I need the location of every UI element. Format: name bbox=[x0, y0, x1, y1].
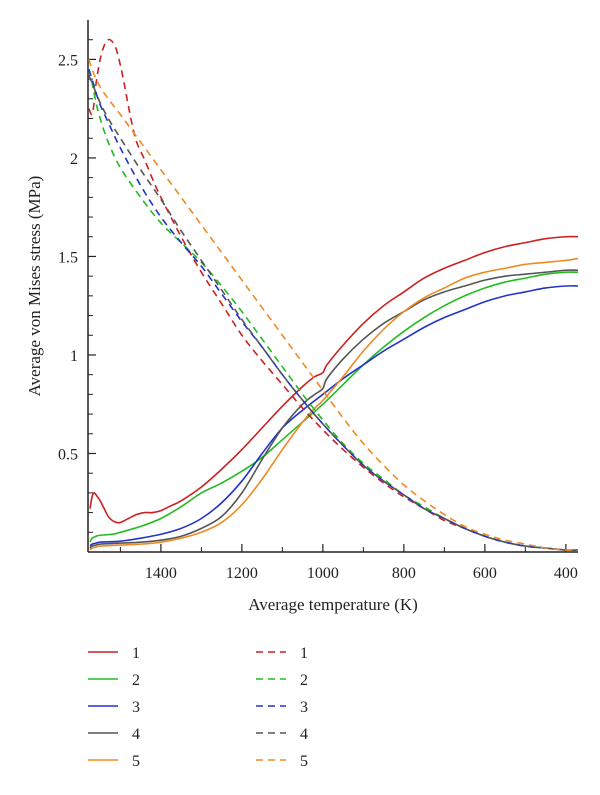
legend-label-dashed-4: 4 bbox=[300, 726, 308, 743]
series-line-dashed-3 bbox=[88, 69, 579, 551]
series-line-dashed-5 bbox=[88, 59, 579, 551]
y-tick-label: 2.5 bbox=[58, 52, 78, 69]
x-tick-label: 1400 bbox=[145, 565, 177, 582]
legend: 1 2 3 4 5 1 2 3 4 5 bbox=[88, 645, 308, 770]
series-line-solid-5 bbox=[89, 257, 579, 551]
series-layer bbox=[88, 38, 579, 551]
x-tick-label: 800 bbox=[392, 565, 416, 582]
y-tick-label: 1.5 bbox=[58, 249, 78, 266]
ticks: 1400 1200 1000 800 600 400 0.5 1 1.5 2 2.5 bbox=[58, 39, 578, 582]
series-line-solid-1 bbox=[89, 235, 579, 524]
legend-label-dashed-2: 2 bbox=[300, 672, 308, 689]
series-line-solid-4 bbox=[89, 269, 579, 549]
x-tick-label: 400 bbox=[554, 565, 578, 582]
legend-label-solid-1: 1 bbox=[132, 645, 140, 662]
x-tick-label: 1200 bbox=[226, 565, 258, 582]
legend-label-solid-2: 2 bbox=[132, 672, 140, 689]
legend-label-solid-3: 3 bbox=[132, 699, 140, 716]
x-tick-label: 600 bbox=[473, 565, 497, 582]
y-axis-title: Average von Mises stress (MPa) bbox=[25, 176, 44, 397]
axes bbox=[87, 20, 578, 553]
legend-label-dashed-1: 1 bbox=[300, 645, 308, 662]
series-line-solid-3 bbox=[89, 285, 579, 547]
y-tick-label: 2 bbox=[70, 151, 78, 168]
series-line-dashed-1 bbox=[88, 38, 579, 551]
series-line-dashed-4 bbox=[88, 74, 579, 551]
legend-label-dashed-3: 3 bbox=[300, 699, 308, 716]
legend-label-solid-5: 5 bbox=[132, 753, 140, 770]
legend-label-dashed-5: 5 bbox=[300, 753, 308, 770]
y-tick-label: 1 bbox=[70, 348, 78, 365]
y-tick-label: 0.5 bbox=[58, 446, 78, 463]
x-tick-label: 1000 bbox=[307, 565, 339, 582]
series-line-solid-2 bbox=[89, 271, 579, 543]
legend-label-solid-4: 4 bbox=[132, 726, 140, 743]
x-axis-title: Average temperature (K) bbox=[248, 595, 418, 614]
series-line-dashed-2 bbox=[88, 69, 579, 551]
